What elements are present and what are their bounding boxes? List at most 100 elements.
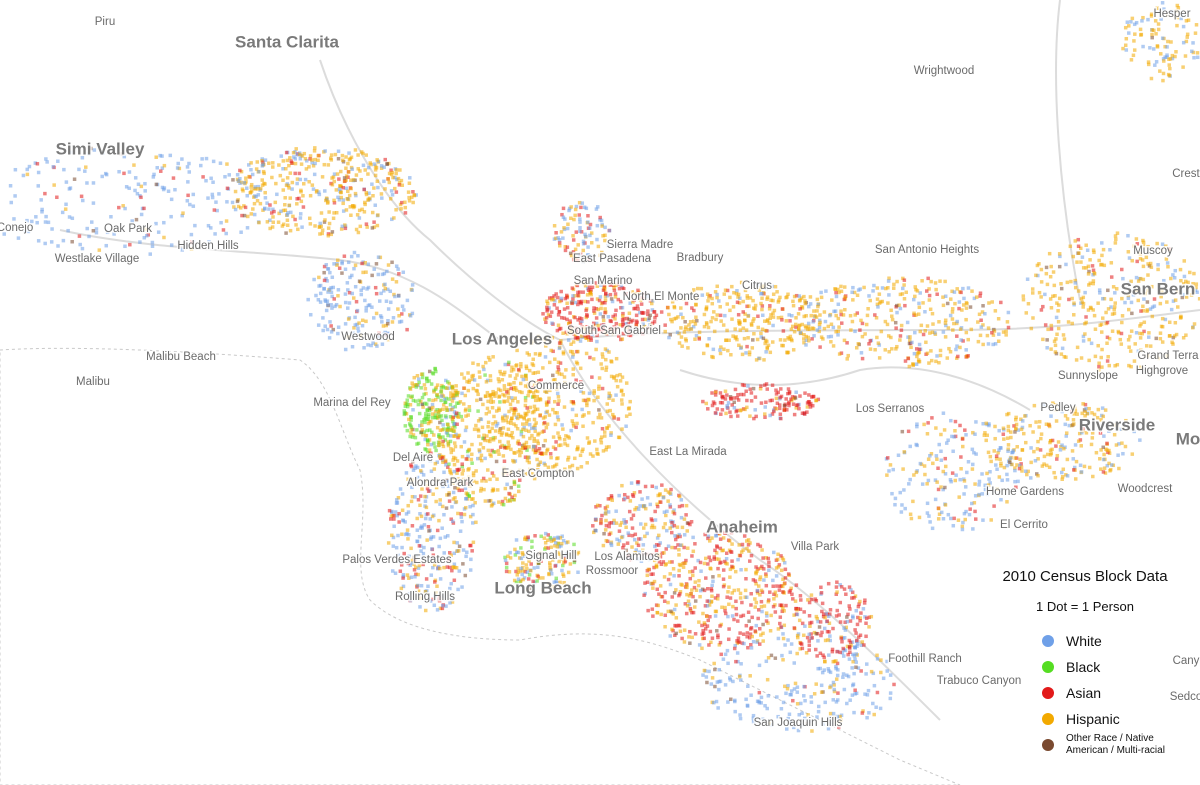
dot: [791, 402, 796, 406]
dot: [1033, 458, 1038, 463]
dot: [542, 338, 546, 342]
dot: [688, 320, 693, 324]
dot: [765, 387, 770, 391]
dot: [1081, 402, 1085, 406]
dot: [514, 388, 519, 393]
dot: [261, 160, 265, 165]
dot: [776, 636, 781, 641]
dot: [531, 363, 536, 368]
dot: [1186, 280, 1190, 285]
dot: [155, 166, 159, 170]
dot: [1126, 250, 1131, 254]
dot: [418, 423, 422, 428]
dot: [679, 582, 683, 587]
dot: [1029, 460, 1033, 465]
dot: [1132, 359, 1137, 363]
dot: [852, 653, 857, 658]
dot: [511, 435, 515, 440]
dot: [544, 316, 549, 320]
dot: [525, 458, 530, 463]
dot: [531, 391, 536, 395]
dot: [854, 652, 858, 656]
dot: [635, 557, 640, 561]
dot: [718, 391, 723, 395]
dot: [325, 327, 330, 332]
dot: [662, 510, 667, 514]
dot: [934, 454, 939, 458]
dot: [257, 169, 261, 174]
dot: [406, 477, 410, 481]
dot: [781, 343, 786, 348]
dot: [382, 165, 386, 169]
dot: [193, 223, 197, 228]
dot: [1024, 440, 1028, 445]
dot: [479, 417, 484, 422]
dot: [327, 210, 331, 214]
dot: [771, 311, 775, 316]
dot: [740, 352, 745, 357]
dot: [662, 575, 667, 579]
dot: [764, 574, 768, 578]
dot: [950, 307, 955, 311]
dot: [793, 599, 798, 603]
dot: [685, 592, 689, 597]
dot: [600, 513, 604, 518]
dot: [798, 594, 803, 598]
dot: [1037, 290, 1042, 295]
dot: [591, 454, 595, 458]
dot: [1184, 279, 1188, 284]
dot: [770, 412, 775, 416]
dot: [933, 330, 937, 335]
dot: [512, 480, 517, 485]
dot: [493, 435, 497, 440]
dot: [1024, 311, 1029, 315]
dot: [543, 355, 548, 359]
dot: [45, 160, 49, 164]
dot: [409, 418, 413, 422]
dot: [995, 467, 999, 471]
dot: [694, 297, 698, 301]
dot: [805, 721, 809, 726]
dot: [592, 530, 596, 535]
dot: [988, 454, 993, 459]
dot: [139, 195, 143, 200]
dot: [479, 453, 484, 458]
dot: [56, 244, 60, 248]
dot: [503, 394, 507, 398]
dot: [425, 376, 429, 380]
dot: [249, 185, 253, 189]
dot: [508, 471, 512, 476]
dot: [1181, 336, 1186, 340]
dot: [411, 398, 416, 403]
dot: [333, 304, 337, 309]
dot: [235, 199, 240, 204]
dot: [627, 509, 632, 514]
dot: [759, 599, 764, 604]
dot: [574, 230, 579, 234]
dot: [684, 301, 689, 306]
dot: [424, 505, 429, 510]
dot: [1110, 312, 1115, 316]
dot: [589, 231, 594, 235]
dot: [818, 313, 822, 317]
dot: [343, 267, 348, 271]
dot: [357, 279, 362, 283]
dot: [448, 565, 452, 570]
dot: [303, 177, 308, 182]
dot: [732, 406, 737, 410]
dot: [441, 484, 445, 489]
dot: [555, 391, 560, 396]
dot: [806, 327, 810, 331]
dot: [404, 512, 409, 516]
dot: [652, 310, 656, 314]
dot: [271, 161, 275, 165]
dot: [682, 533, 687, 537]
dot: [44, 157, 48, 161]
dot: [953, 429, 957, 433]
dot: [553, 422, 558, 427]
dot: [577, 316, 582, 320]
dot: [1120, 314, 1125, 318]
dot: [776, 300, 781, 304]
dot: [802, 314, 806, 319]
dot: [466, 468, 470, 472]
